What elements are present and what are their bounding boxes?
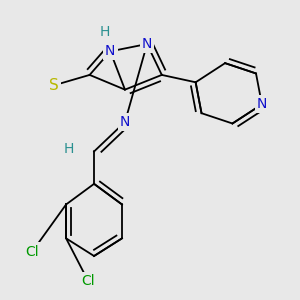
Text: H: H — [99, 25, 110, 39]
Text: N: N — [105, 44, 116, 58]
Text: N: N — [120, 115, 130, 129]
Text: N: N — [142, 37, 152, 51]
Text: H: H — [64, 142, 74, 155]
Text: Cl: Cl — [26, 244, 39, 259]
Text: N: N — [257, 98, 267, 111]
Text: Cl: Cl — [81, 274, 95, 288]
Text: S: S — [50, 78, 59, 93]
